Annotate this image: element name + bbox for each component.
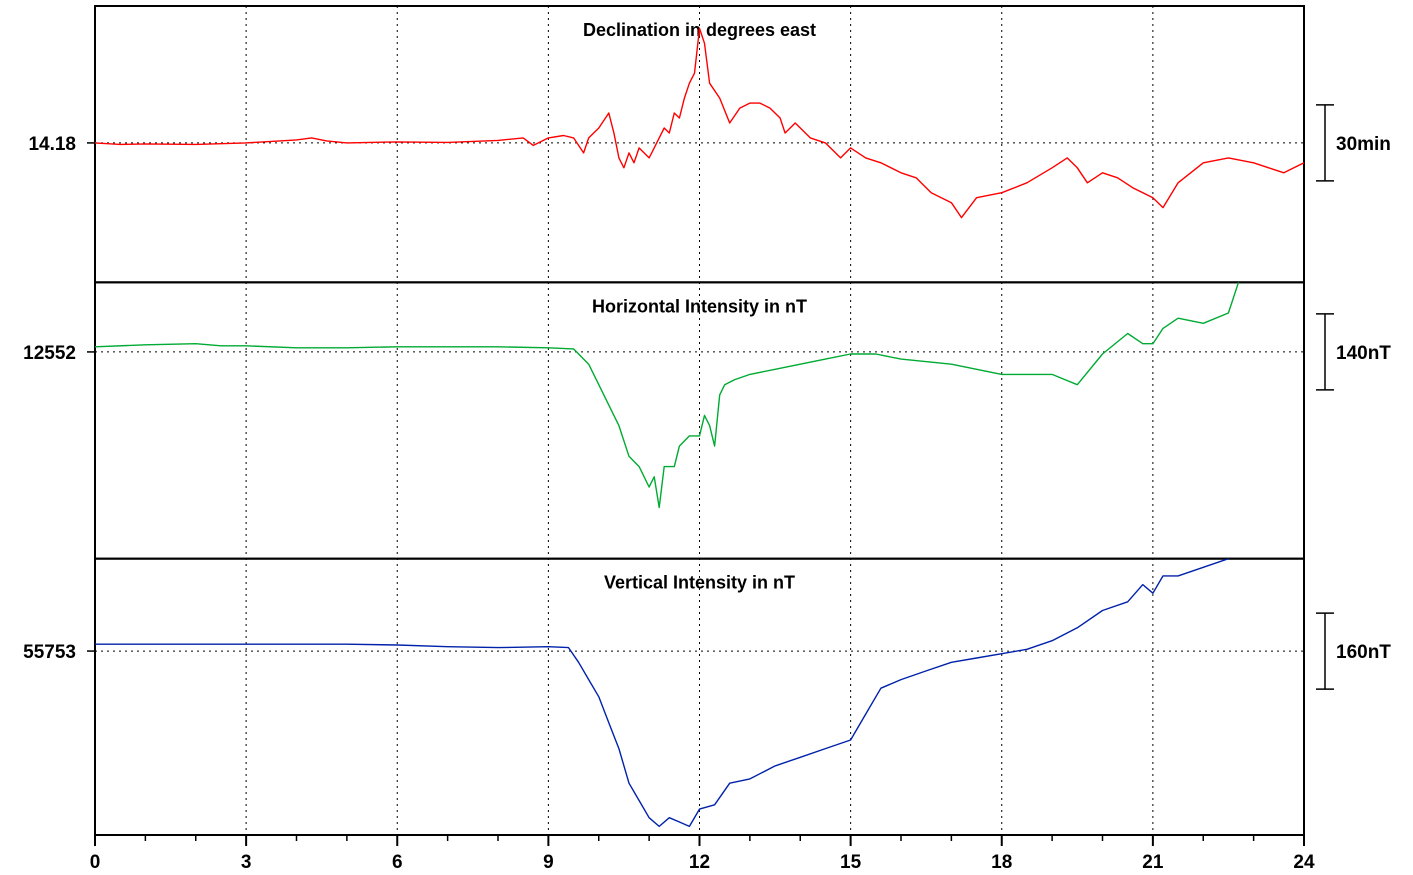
scale-label: 160nT — [1336, 642, 1391, 663]
panel-title: Vertical Intensity in nT — [604, 573, 795, 593]
series-line-panel-2 — [95, 282, 1240, 509]
panel-2: Horizontal Intensity in nT 12552 140nT — [23, 281, 1391, 560]
scale-label: 140nT — [1336, 343, 1391, 364]
x-tick-label: 0 — [90, 852, 101, 873]
x-tick-label: 15 — [840, 852, 862, 873]
series-line-panel-1 — [95, 27, 1304, 219]
x-tick-label: 24 — [1293, 852, 1315, 873]
series-line-panel-3 — [95, 558, 1230, 828]
scale-label: 30min — [1336, 134, 1391, 155]
panel-title: Horizontal Intensity in nT — [592, 296, 807, 316]
grid-layer — [245, 6, 1154, 835]
reference-label: 55753 — [23, 642, 76, 663]
x-tick-label: 3 — [241, 852, 252, 873]
x-tick-label: 9 — [543, 852, 554, 873]
x-tick-label: 12 — [689, 852, 710, 873]
x-tick-label: 18 — [991, 852, 1012, 873]
x-tick-label: 6 — [392, 852, 403, 873]
x-tick-label: 21 — [1142, 852, 1164, 873]
panel-3: Vertical Intensity in nT 55753 160nT — [23, 557, 1391, 837]
x-axis: 0 3 6 9 12 15 18 21 24 — [90, 834, 1315, 873]
reference-label: 12552 — [23, 343, 76, 364]
reference-label: 14.18 — [28, 134, 76, 155]
